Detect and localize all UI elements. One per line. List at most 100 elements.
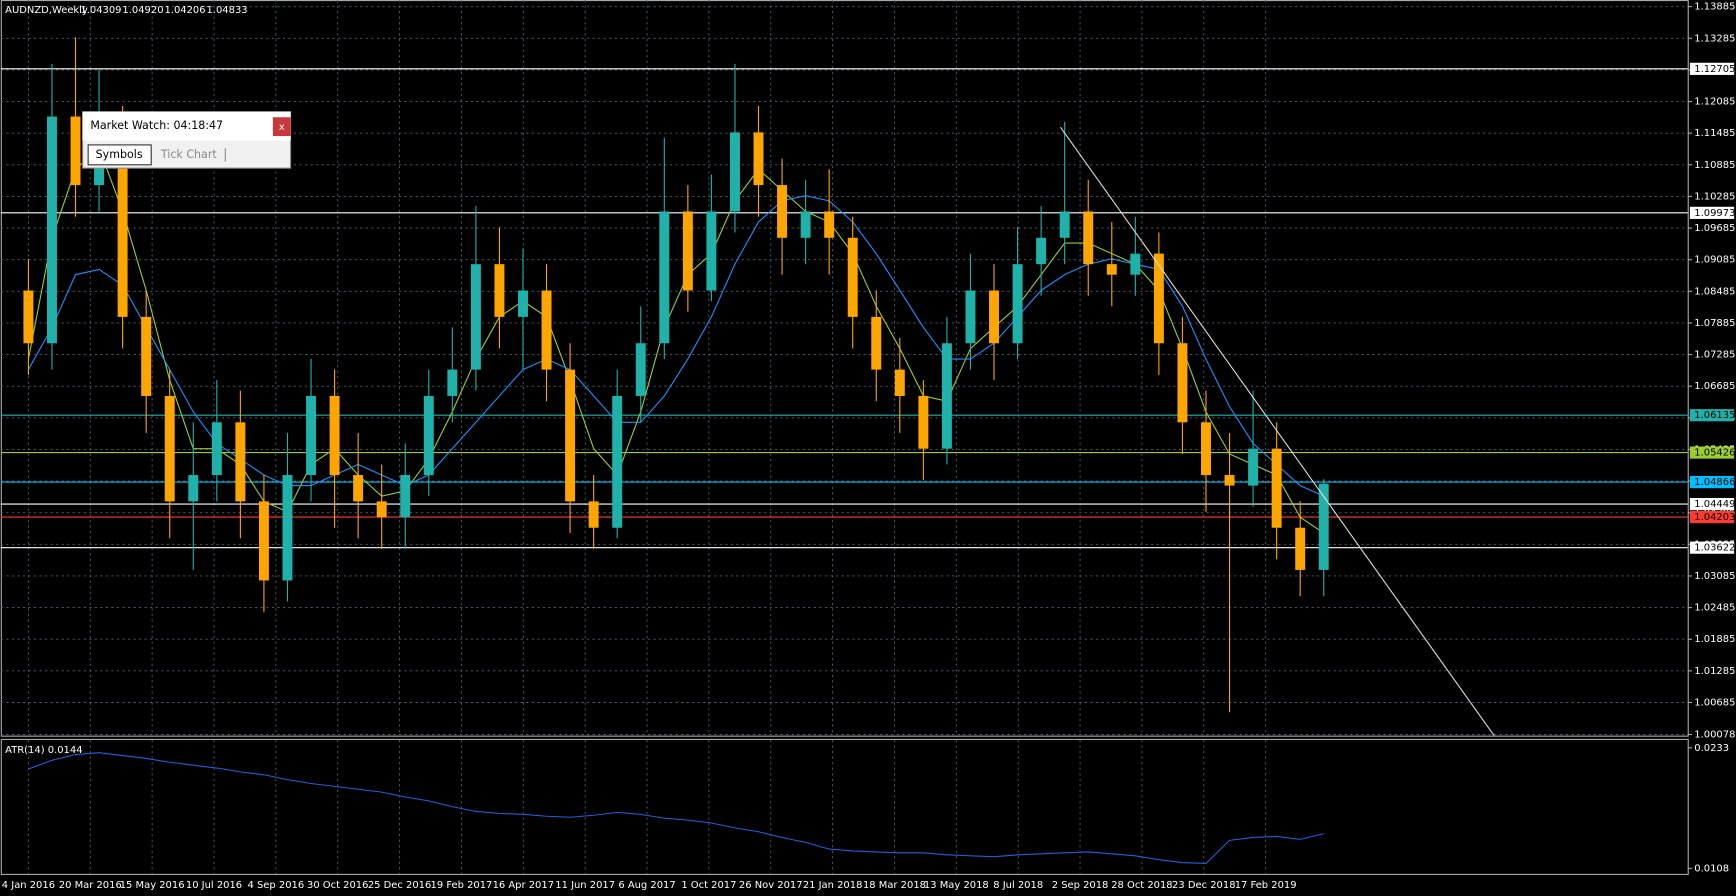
level-label: 1.12705 — [1694, 64, 1735, 75]
candle-body — [1106, 264, 1117, 275]
candle-body — [659, 211, 670, 344]
tab-label[interactable]: Tick Chart — [160, 148, 217, 161]
level-label: 1.06135 — [1694, 410, 1735, 421]
candle-body — [188, 475, 199, 502]
candle-body — [565, 369, 576, 502]
trend-line[interactable] — [1060, 126, 1495, 736]
ohlc-value: 1.04206 — [164, 5, 205, 16]
candle-body — [777, 185, 788, 238]
candle-body — [117, 132, 128, 317]
x-tick-label: 10 Jul 2016 — [186, 880, 242, 891]
tab-active[interactable] — [87, 144, 152, 166]
candle-body — [729, 132, 740, 212]
x-tick-label: 4 Sep 2016 — [248, 880, 305, 891]
grid-layer — [0, 0, 1688, 874]
level-label-box — [1689, 497, 1735, 511]
level-label: 1.04866 — [1694, 477, 1735, 488]
ohlc-value: 1.04833 — [207, 5, 248, 16]
candle-body — [518, 290, 528, 317]
candle-body — [235, 422, 246, 502]
x-tick-label: 28 Oct 2018 — [1111, 880, 1172, 891]
candle-body — [894, 369, 905, 396]
atr-line — [28, 752, 1324, 865]
candle-body — [847, 237, 858, 317]
level-label-box — [1689, 541, 1735, 554]
candle-body — [1224, 475, 1235, 486]
y-tick-label: 1.09085 — [1694, 255, 1735, 266]
x-tick-label: 16 Apr 2017 — [493, 880, 554, 891]
close-button[interactable] — [272, 117, 291, 137]
level-label-box — [1689, 409, 1735, 422]
candle-body — [211, 422, 222, 476]
candle-body — [1248, 448, 1259, 486]
level-label-box — [1689, 510, 1735, 524]
x-tick-label: 17 Feb 2019 — [1235, 880, 1297, 891]
price-frame — [0, 0, 1689, 737]
candle-body — [1083, 211, 1094, 265]
level-label: 1.04203 — [1694, 512, 1735, 523]
header: AUDNZD,Weekly 1.04309 1.04920 1.04206 1.048… — [5, 5, 247, 16]
x-tick-label: 20 Mar 2016 — [59, 880, 122, 891]
candle-body — [1271, 448, 1282, 528]
x-tick-label: 4 Jan 2016 — [2, 880, 55, 891]
indicator-frame — [0, 738, 1689, 875]
candle-body — [141, 316, 152, 396]
candle-body — [400, 475, 411, 518]
market-watch: Market Watch: 04:18:47 x Symbols Tick Ch… — [82, 111, 292, 169]
x-tick-label: 30 Oct 2016 — [307, 880, 368, 891]
x-tick-label: 18 Mar 2018 — [863, 880, 926, 891]
candle-body — [989, 290, 1000, 344]
candle-body — [1201, 422, 1211, 476]
candle-body — [965, 290, 976, 344]
candle-body — [800, 211, 811, 238]
candle-body — [447, 369, 458, 396]
tab-label[interactable]: Symbols — [96, 148, 143, 161]
y-tick-label: 1.00685 — [1694, 697, 1735, 708]
candle-body — [423, 395, 434, 476]
level-label: 1.04449 — [1694, 499, 1735, 510]
candle-body — [282, 475, 293, 581]
indicator-title: ATR(14) 0.0144 — [5, 745, 82, 756]
candle-body — [1153, 253, 1164, 344]
y-tick-label: 1.08485 — [1694, 286, 1735, 297]
candle-body — [588, 501, 599, 528]
candle-body — [353, 475, 364, 502]
candle-body — [46, 116, 57, 344]
x-tick-label: 26 Nov 2017 — [739, 880, 803, 891]
candle-body — [918, 395, 929, 449]
candle-body — [164, 395, 175, 502]
candle-body — [329, 395, 340, 476]
y-tick-label: 1.02485 — [1694, 603, 1735, 614]
level-label-box — [1689, 62, 1735, 75]
symbol-title: AUDNZD,Weekly — [5, 5, 88, 16]
y-tick-label: 1.01885 — [1694, 634, 1735, 645]
level-label: 1.03622 — [1694, 543, 1735, 554]
candles-layer — [23, 37, 1329, 713]
candle-body — [1036, 237, 1047, 265]
candle-body — [941, 343, 952, 449]
panel-title: Market Watch: 04:18:47 — [90, 119, 223, 132]
x-tick-label: 19 Feb 2017 — [431, 880, 493, 891]
candle-body — [376, 501, 387, 518]
y-tick-label: 1.09685 — [1694, 223, 1735, 234]
candle-body — [871, 316, 882, 370]
y-tick-label: 1.10885 — [1694, 160, 1735, 171]
candle-body — [541, 290, 552, 370]
candle-body — [635, 343, 646, 396]
level-label: 1.05426 — [1694, 448, 1735, 459]
candle-body — [824, 211, 835, 238]
x-tick-label: 1 Oct 2017 — [681, 880, 736, 891]
x-tick-label: 6 Aug 2017 — [618, 880, 675, 891]
levels-layer — [0, 68, 1688, 549]
level-label-box — [1689, 206, 1735, 219]
candle-body — [306, 395, 317, 476]
close-label[interactable]: x — [279, 122, 285, 133]
candle-body — [1059, 211, 1070, 238]
y-tick-label: 0.0108 — [1694, 863, 1729, 874]
y-tick-label: 1.12085 — [1694, 97, 1735, 108]
candle-body — [612, 395, 623, 528]
y-tick-label: 1.10285 — [1694, 191, 1735, 202]
